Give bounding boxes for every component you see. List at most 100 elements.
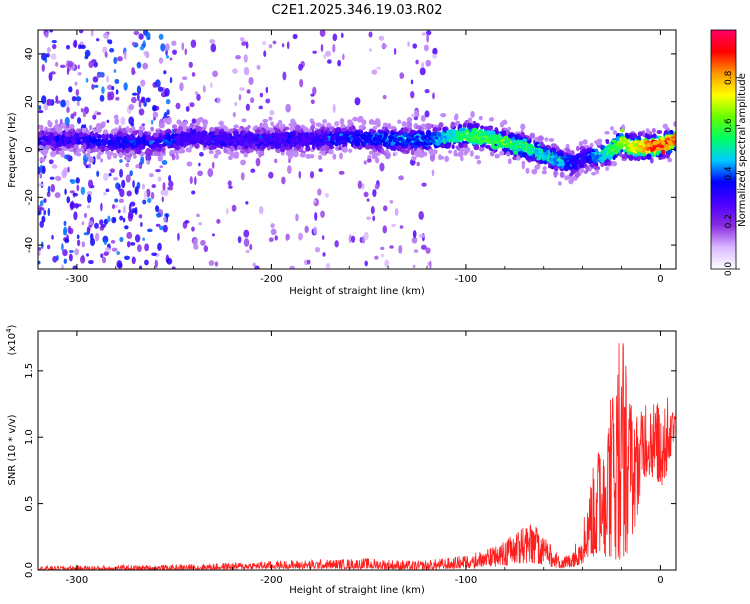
ridge-core-cell	[485, 137, 491, 142]
spectral-blob	[154, 259, 159, 268]
ridge-cell	[374, 118, 381, 125]
spectral-blob	[225, 208, 229, 215]
snr-y-ticks: 0.0 0.5 1.0 1.5	[24, 363, 676, 578]
ridge-core-cell	[191, 135, 196, 139]
spectral-blob	[243, 66, 250, 76]
spectral-blob	[249, 243, 253, 251]
spectral-blob	[93, 61, 98, 68]
ridge-cell	[233, 153, 239, 159]
spectral-blob	[194, 91, 199, 95]
ridge-cell	[113, 114, 119, 120]
spectral-blob	[100, 202, 103, 212]
ridge-core-cell	[439, 136, 444, 141]
spectral-blob	[74, 202, 79, 209]
ridge-cell	[48, 121, 53, 128]
ridge-core-cell	[273, 136, 277, 142]
ridge-cell	[247, 124, 251, 129]
spectral-blob	[107, 39, 113, 45]
ridge-cell	[258, 152, 262, 158]
spectral-blob	[50, 53, 57, 60]
ridge-cell	[302, 126, 309, 133]
ridge-core-cell	[345, 137, 351, 142]
spectral-blob	[77, 71, 82, 76]
ridge-core-cell	[636, 140, 642, 144]
ridge-core-cell	[491, 137, 497, 142]
spectral-blob	[298, 232, 303, 241]
ridge-core-cell	[239, 134, 244, 139]
ridge-cell	[194, 142, 200, 149]
spectral-blob	[292, 33, 298, 40]
y-tick-label: -40	[24, 237, 35, 253]
ridge-cell	[86, 141, 91, 148]
ridge-cell	[158, 146, 162, 152]
ridge-cell	[451, 144, 455, 150]
ridge-cell	[150, 143, 157, 149]
spectral-blob	[391, 223, 397, 227]
spectral-blob	[136, 61, 142, 69]
ridge-cell	[574, 171, 580, 178]
ridge-core-cell	[367, 132, 372, 135]
ridge-cell	[341, 147, 347, 153]
ridge-core-cell	[301, 134, 305, 140]
spectral-blob	[74, 248, 79, 256]
spectral-blob	[103, 218, 108, 225]
spectral-blob	[105, 188, 110, 193]
spectral-blob	[41, 52, 48, 61]
spectral-blob	[129, 201, 136, 207]
ridge-cell	[275, 128, 280, 135]
spectral-blob	[131, 96, 137, 104]
spectral-blob	[243, 229, 250, 238]
spectral-blob	[363, 160, 368, 165]
spectral-blob	[64, 116, 70, 126]
spectral-blob	[140, 97, 146, 104]
spectral-blob	[116, 251, 120, 255]
spectral-blob	[124, 225, 129, 230]
ridge-cell	[537, 135, 544, 141]
ridge-cell	[248, 148, 254, 153]
ridge-cell	[469, 150, 474, 157]
spectral-blob	[140, 156, 145, 165]
ridge-cell	[410, 143, 414, 150]
ridge-cell	[77, 131, 84, 138]
spectral-blob	[411, 236, 418, 244]
ridge-cell	[450, 121, 456, 128]
spectral-blob	[126, 240, 131, 248]
ridge-cell	[507, 134, 514, 139]
ridge-core-cell	[638, 144, 644, 149]
ridge-cell	[41, 136, 46, 141]
spectrogram-x-ticks: -300 -200 -100 0	[37, 30, 664, 285]
spectral-blob	[185, 105, 190, 112]
ridge-core-cell	[521, 147, 527, 151]
ridge-cell	[468, 117, 473, 122]
spectral-blob	[115, 89, 119, 95]
ridge-cell	[162, 139, 169, 143]
ridge-core-cell	[396, 141, 400, 145]
spectral-blob	[416, 161, 420, 167]
ridge-cell	[153, 151, 160, 157]
ridge-cell	[377, 129, 383, 134]
ridge-core-cell	[179, 133, 184, 138]
ridge-cell	[294, 124, 301, 131]
spectral-blob	[157, 242, 162, 251]
spectral-blob	[39, 207, 45, 211]
ridge-cell	[82, 136, 89, 143]
spectral-blob	[432, 92, 435, 100]
spectral-blob	[95, 232, 100, 242]
spectral-blob	[107, 215, 111, 223]
ridge-core-cell	[544, 151, 549, 156]
ridge-cell	[50, 150, 57, 158]
spectral-blob	[243, 238, 250, 247]
figure-title: C2E1.2025.346.19.03.R02	[271, 3, 442, 18]
spectral-blob	[143, 190, 148, 200]
spectral-blob	[152, 81, 158, 88]
spectral-blob	[321, 235, 325, 240]
ridge-cell	[338, 146, 342, 151]
spectral-blob	[43, 102, 49, 111]
spectral-blob	[412, 230, 417, 238]
ridge-cell	[233, 124, 239, 129]
spectral-blob	[269, 109, 275, 116]
ridge-cell	[96, 153, 101, 160]
spectral-blob	[162, 181, 166, 191]
x-tick-label: -100	[455, 274, 478, 285]
ridge-cell	[390, 141, 395, 146]
